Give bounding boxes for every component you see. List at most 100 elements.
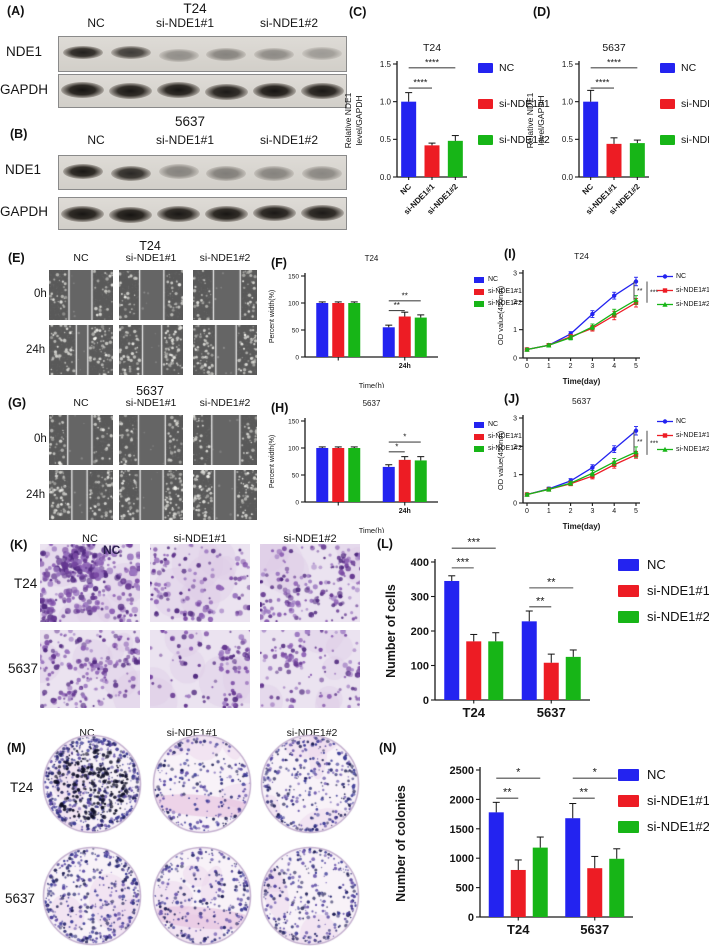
legend-label: si-NDE1#2 <box>499 134 550 146</box>
x-tick-label: 24h <box>399 363 411 370</box>
wound-row-label: 24h <box>26 344 46 356</box>
x-axis-label: Time(day) <box>563 522 601 531</box>
marker <box>612 446 617 452</box>
colony-dish-T24-NC <box>42 734 142 834</box>
wound-healing-panel-t24: T24 NC si-NDE1#1 si-NDE1#2 0h 24h <box>0 238 262 388</box>
blot-group-label: si-NDE1#2 <box>259 133 319 147</box>
y-axis-label: OD value(450nm) <box>496 430 505 490</box>
legend-h: NC si-NDE1#1 si-NDE1#2 <box>474 421 522 452</box>
panel-label-d: (D) <box>533 5 551 19</box>
legend-item-si-nde1#1: si-NDE1#1 <box>618 583 709 598</box>
legend-item-nc: NC <box>660 62 709 74</box>
x-tick-label: NC <box>581 182 596 197</box>
blot-band <box>302 165 343 181</box>
legend-swatch <box>618 558 639 571</box>
legend-label: NC <box>488 421 499 428</box>
legend-swatch <box>474 300 484 307</box>
bar <box>316 303 329 357</box>
legend-label: si-NDE1#1 <box>499 98 550 110</box>
marker <box>546 486 552 492</box>
significance-label: ** <box>503 787 512 799</box>
wound-image-24h-si-NDE1#1 <box>119 470 183 520</box>
y-tick-label: 0 <box>295 354 299 361</box>
y-axis-label: Number of cells <box>385 584 398 678</box>
panel-label-a: (A) <box>7 4 25 18</box>
blot-band <box>254 47 295 61</box>
bar <box>466 641 482 700</box>
blot-group-label: si-NDE1#2 <box>259 16 319 30</box>
wound-image-0h-si-NDE1#2 <box>193 415 257 465</box>
significance-label: * <box>516 767 521 779</box>
bar <box>543 662 559 700</box>
significance-label: **** <box>413 78 428 88</box>
legend-label: si-NDE1#2 <box>488 300 522 307</box>
chart-title: 5637 <box>602 42 626 54</box>
bar <box>587 868 603 917</box>
panel-label-b: (B) <box>10 127 28 141</box>
bar <box>510 869 526 917</box>
legend-item-nc: NC <box>474 421 522 428</box>
blot-title: 5637 <box>174 114 206 129</box>
x-tick-label: 24h <box>399 508 411 515</box>
x-tick-label: 5637 <box>537 705 566 720</box>
panel-label-k: (K) <box>10 538 28 552</box>
bar <box>316 448 329 502</box>
bar <box>488 812 504 917</box>
bar <box>488 641 504 700</box>
marker <box>589 470 595 476</box>
wound-col-label: si-NDE1#1 <box>125 397 177 409</box>
legend-l: NC si-NDE1#1 si-NDE1#2 <box>618 557 709 624</box>
y-tick-label: 1.0 <box>380 98 392 107</box>
legend-label: NC <box>647 557 666 572</box>
transwell-row-label: T24 <box>14 576 38 591</box>
legend-label: NC <box>676 273 687 280</box>
bar <box>398 316 411 357</box>
colony-row-label: T24 <box>10 780 34 795</box>
x-tick-label: 5 <box>634 508 638 515</box>
legend-swatch <box>618 584 639 597</box>
legend-line-swatch <box>657 446 673 452</box>
blot-band <box>110 46 151 60</box>
y-tick-label: 1.0 <box>562 98 574 107</box>
colony-dish-5637-NC <box>42 846 142 946</box>
significance-label: ** <box>579 787 588 799</box>
blot-strip-nde1 <box>58 155 347 190</box>
legend-item-si-nde1#2: si-NDE1#2 <box>478 134 550 146</box>
y-tick-label: 0 <box>513 356 517 363</box>
marker <box>662 274 668 279</box>
y-tick-label: 1.5 <box>562 60 574 69</box>
bar <box>565 656 581 700</box>
significance-label: * <box>395 442 398 451</box>
wound-row-label: 0h <box>34 433 47 445</box>
x-tick-label: 3 <box>590 363 594 370</box>
western-blot-panel-t24: T24 NC si-NDE1#1 si-NDE1#2 NDE1 GAPDH <box>0 0 347 112</box>
panel-label-j: (J) <box>504 392 520 406</box>
wound-row-label: 24h <box>26 489 46 501</box>
marker <box>633 449 639 455</box>
significance-label: ** <box>637 288 643 295</box>
blot-strip-nde1 <box>58 36 347 72</box>
legend-item-si-nde1#1: si-NDE1#1 <box>660 98 709 110</box>
chart-title: 5637 <box>363 399 381 408</box>
blot-band <box>252 83 296 100</box>
marker <box>611 459 617 465</box>
blot-band <box>204 83 248 100</box>
y-tick-label: 2500 <box>450 765 474 777</box>
bar <box>565 818 581 917</box>
significance-label: * <box>593 767 598 779</box>
bar <box>629 143 645 177</box>
y-tick-label: 0.5 <box>562 135 574 144</box>
y-axis-label: Relative NDE1 <box>527 92 535 148</box>
x-tick-label: 5637 <box>580 922 609 937</box>
marker <box>546 342 552 348</box>
panel-label-c: (C) <box>349 5 367 19</box>
series-line <box>526 451 637 496</box>
x-tick-label: T24 <box>463 705 486 720</box>
wound-image-0h-NC <box>49 270 113 320</box>
marker <box>662 446 668 452</box>
legend-item-si-nde1#2: si-NDE1#2 <box>657 300 709 309</box>
y-tick-label: 100 <box>411 660 429 672</box>
blot-band <box>254 165 295 181</box>
x-tick-label: 4 <box>612 508 616 515</box>
